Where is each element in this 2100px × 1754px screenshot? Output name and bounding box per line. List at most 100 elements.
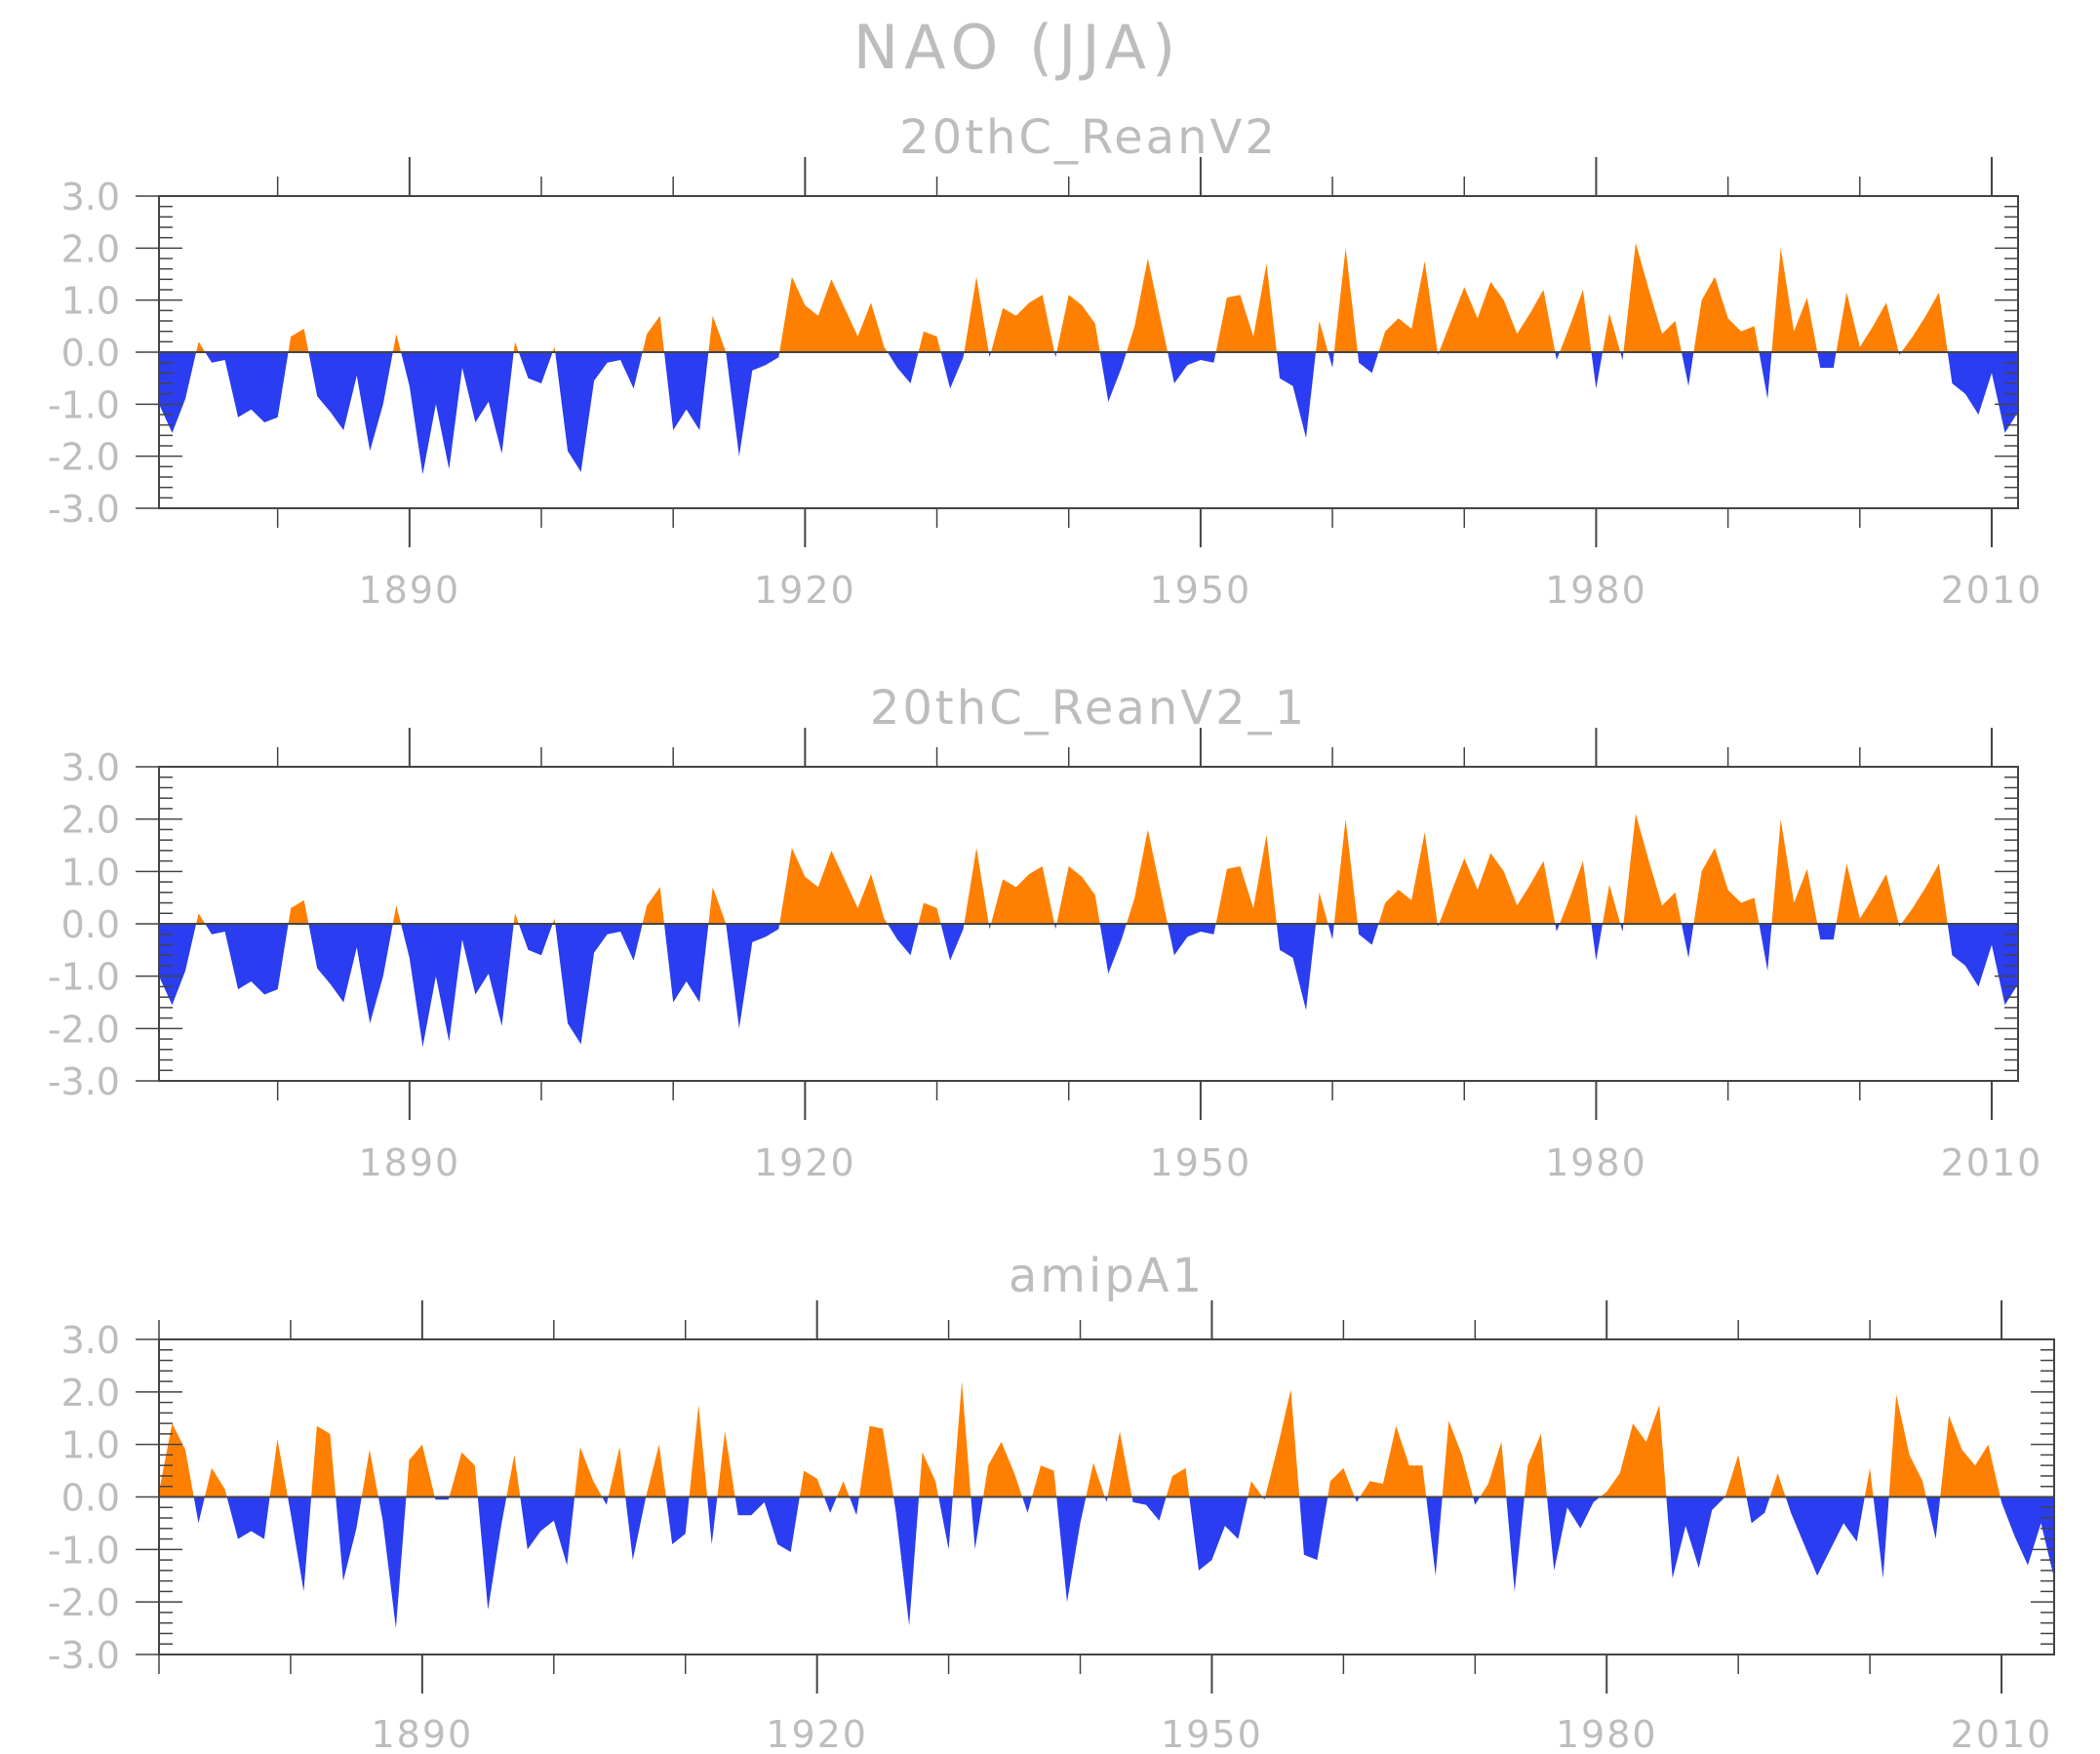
positive-area xyxy=(204,1467,227,1497)
positive-area xyxy=(1901,863,1948,924)
positive-area xyxy=(1623,814,1682,924)
positive-area xyxy=(1940,1415,2001,1497)
negative-area xyxy=(1591,352,1603,389)
positive-area xyxy=(646,1444,666,1497)
negative-area xyxy=(1555,352,1560,360)
negative-area xyxy=(707,1496,718,1544)
negative-area xyxy=(1131,1496,1167,1521)
negative-area xyxy=(1925,1496,1941,1539)
positive-area xyxy=(1439,853,1556,924)
negative-area xyxy=(555,352,643,472)
negative-area xyxy=(726,924,780,1029)
positive-area xyxy=(708,887,727,924)
x-tick-label: 2010 xyxy=(1941,569,2043,612)
y-axis: 3.0 2.0 1.0 0.0 -1.0 -2.0 -3.0 xyxy=(48,746,2018,1103)
positive-area xyxy=(1333,248,1358,352)
negative-area xyxy=(1746,1496,1770,1524)
positive-area xyxy=(288,899,309,924)
negative-area xyxy=(1817,924,1837,940)
positive-area xyxy=(708,315,727,352)
positive-area xyxy=(513,341,519,352)
y-tick-label: 2.0 xyxy=(61,1372,120,1415)
positive-area xyxy=(779,276,888,352)
positive-area xyxy=(1769,1473,1786,1497)
positive-area xyxy=(1126,829,1169,924)
positive-area xyxy=(1901,292,1948,352)
x-tick-label: 1920 xyxy=(754,569,856,612)
negative-area xyxy=(849,1496,859,1516)
positive-area xyxy=(799,1470,824,1497)
negative-area xyxy=(940,352,965,389)
y-tick-label: 3.0 xyxy=(61,746,120,789)
positive-area xyxy=(1771,248,1818,352)
positive-area xyxy=(1316,892,1328,924)
positive-area xyxy=(311,1425,337,1497)
negative-area xyxy=(1327,924,1334,940)
positive-area xyxy=(964,848,989,924)
negative-area xyxy=(159,924,197,1006)
chart-panel-2: 20thC_ReanV2_1 3.0 2.0 1.0 0.0 -1.0 -2.0 -3.0 18… xyxy=(48,681,2043,1184)
y-tick-label: 0.0 xyxy=(61,332,120,375)
negative-area xyxy=(226,1496,270,1539)
y-tick-label: -2.0 xyxy=(48,436,120,479)
x-tick-label: 2010 xyxy=(1951,1713,2053,1754)
positive-area xyxy=(1603,313,1621,352)
y-tick-label: 1.0 xyxy=(61,1424,120,1467)
negative-area xyxy=(205,924,289,995)
negative-area xyxy=(823,1496,837,1513)
positive-area xyxy=(1600,1405,1667,1497)
negative-area xyxy=(602,1496,609,1505)
positive-area xyxy=(196,913,206,924)
negative-area xyxy=(1099,924,1127,974)
x-tick-label: 2010 xyxy=(1941,1141,2043,1184)
negative-area xyxy=(1104,1496,1108,1502)
negative-area xyxy=(1547,1496,1601,1571)
negative-area xyxy=(1354,1496,1361,1502)
positive-area xyxy=(1836,292,1899,352)
negative-area xyxy=(1473,1496,1481,1505)
negative-area xyxy=(1947,924,2018,1006)
negative-area xyxy=(336,1496,362,1581)
negative-area xyxy=(1327,352,1334,368)
positive-area xyxy=(836,1481,850,1497)
panel-title: 20thC_ReanV2_1 xyxy=(870,681,1307,736)
positive-area xyxy=(269,1439,288,1497)
y-tick-label: 0.0 xyxy=(61,1477,120,1520)
negative-area xyxy=(1620,924,1624,932)
x-tick-label: 1980 xyxy=(1545,1141,1647,1184)
negative-area xyxy=(1947,352,2018,433)
positive-area xyxy=(392,905,402,924)
negative-area xyxy=(1506,1496,1525,1592)
x-tick-label: 1980 xyxy=(1556,1713,1658,1754)
negative-area xyxy=(734,1496,800,1552)
x-tick-label: 1950 xyxy=(1150,569,1252,612)
positive-area xyxy=(1724,1455,1747,1497)
negative-area xyxy=(1357,924,1379,945)
series-area xyxy=(159,814,2018,1048)
x-tick-label: 1980 xyxy=(1545,569,1647,612)
negative-area xyxy=(308,352,393,452)
positive-area xyxy=(1693,848,1760,924)
y-tick-label: 3.0 xyxy=(61,176,120,219)
y-axis: 3.0 2.0 1.0 0.0 -1.0 -2.0 -3.0 xyxy=(48,176,2018,531)
negative-area xyxy=(288,1496,312,1592)
positive-area xyxy=(1107,1431,1132,1497)
negative-area xyxy=(1426,1496,1443,1576)
positive-area xyxy=(952,1381,971,1497)
positive-area xyxy=(918,902,941,924)
y-tick-label: 0.0 xyxy=(61,903,120,946)
negative-area xyxy=(664,924,709,1003)
negative-area xyxy=(308,924,393,1023)
negative-area xyxy=(625,1496,647,1561)
positive-area xyxy=(1378,260,1438,352)
x-tick-label: 1920 xyxy=(766,1713,868,1754)
positive-area xyxy=(552,346,556,352)
positive-area xyxy=(918,331,941,352)
positive-area xyxy=(1056,295,1100,352)
positive-area xyxy=(689,1405,708,1497)
negative-area xyxy=(665,1496,690,1544)
positive-area xyxy=(1439,282,1556,352)
y-tick-label: -1.0 xyxy=(48,956,120,999)
y-tick-label: 1.0 xyxy=(61,280,120,323)
